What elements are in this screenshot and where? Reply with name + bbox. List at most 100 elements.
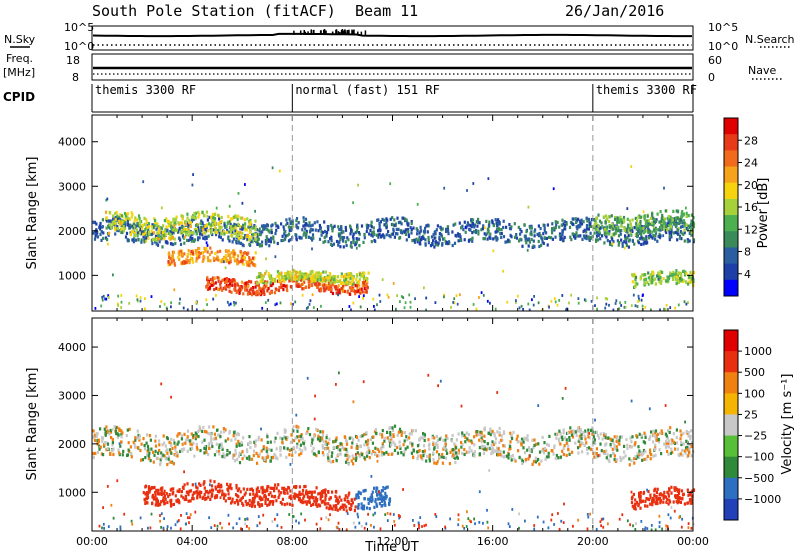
velocity-cell xyxy=(301,488,305,492)
power-cell xyxy=(357,231,360,235)
power-cell xyxy=(180,214,183,218)
velocity-cell xyxy=(690,445,693,449)
power-cell xyxy=(391,216,394,220)
power-cell xyxy=(99,221,102,226)
velocity-cell xyxy=(652,434,655,438)
power-cell xyxy=(112,214,115,218)
velocity-cell xyxy=(379,497,382,501)
velocity-cell xyxy=(210,484,214,488)
power-cell xyxy=(434,240,437,244)
velocity-cell xyxy=(386,436,389,440)
velocity-cell xyxy=(509,446,512,450)
velocity-cell xyxy=(510,455,513,459)
velocity-cell xyxy=(122,449,125,453)
power-cell xyxy=(211,219,214,223)
velocity-cell xyxy=(409,432,412,436)
velocity-cell xyxy=(322,439,325,443)
power-cell xyxy=(302,277,305,281)
power-cell xyxy=(200,219,203,223)
power-cell xyxy=(257,283,260,287)
velocity-cell xyxy=(422,454,425,458)
power-cell xyxy=(419,229,423,233)
velocity-cell xyxy=(343,435,346,439)
power-cell xyxy=(410,221,413,225)
power-noise-cell xyxy=(455,294,458,298)
velocity-cell xyxy=(164,444,167,448)
power-cell xyxy=(241,235,244,239)
power-cell xyxy=(223,232,226,236)
velocity-cell xyxy=(605,456,608,460)
power-cell xyxy=(145,236,148,240)
power-cell xyxy=(132,229,135,233)
power-cell xyxy=(409,225,412,230)
power-noise-cell xyxy=(139,299,142,303)
power-noise-cell xyxy=(577,297,580,300)
velocity-cell xyxy=(328,504,331,508)
power-cell xyxy=(651,236,654,240)
velocity-cell xyxy=(286,502,289,506)
power-cell xyxy=(595,234,599,238)
velocity-cell xyxy=(641,458,644,462)
power-cell xyxy=(153,217,156,221)
velocity-cell xyxy=(149,459,152,463)
power-cell xyxy=(672,231,675,235)
power-cell xyxy=(653,226,656,230)
power-cell xyxy=(620,238,623,242)
power-cell xyxy=(276,274,279,278)
power-noise-cell xyxy=(472,182,475,185)
power-cell xyxy=(132,240,135,244)
velocity-cell xyxy=(306,491,309,495)
power-cell xyxy=(134,216,137,220)
velocity-cell xyxy=(283,488,286,492)
velocity-cell xyxy=(352,437,355,441)
velocity-cell xyxy=(142,437,145,441)
velocity-cell xyxy=(452,447,455,452)
velocity-cell xyxy=(354,505,357,509)
velocity-cell xyxy=(626,446,629,451)
power-cell xyxy=(378,224,381,228)
power-cell xyxy=(250,287,253,291)
power-cell xyxy=(634,216,637,220)
power-cell xyxy=(272,235,275,239)
power-cell xyxy=(241,227,244,231)
velocity-cell xyxy=(363,443,366,447)
velocity-cell xyxy=(649,496,652,500)
power-cell xyxy=(240,252,243,256)
velocity-cell xyxy=(523,451,527,455)
power-noise-cell xyxy=(400,295,403,298)
power-cell xyxy=(263,292,266,296)
velocity-cell xyxy=(428,454,431,458)
power-cell xyxy=(123,220,126,224)
velocity-cell xyxy=(266,440,269,444)
velocity-cell xyxy=(685,429,688,434)
power-cell xyxy=(447,232,450,236)
power-noise-cell xyxy=(396,294,398,297)
velocity-cell xyxy=(611,447,614,451)
power-cell xyxy=(307,235,310,239)
power-noise-cell xyxy=(144,297,146,300)
power-cell xyxy=(185,260,188,265)
power-cell xyxy=(655,218,658,222)
velocity-cell xyxy=(300,433,303,437)
power-cell xyxy=(352,239,355,243)
power-cell xyxy=(307,280,310,284)
power-cell xyxy=(120,214,123,218)
velocity-cell xyxy=(250,457,254,461)
velocity-cell xyxy=(183,497,186,502)
power-cell xyxy=(328,275,331,280)
power-cell xyxy=(413,238,416,242)
power-noise-cell xyxy=(294,300,297,304)
velocity-cell xyxy=(511,454,515,458)
power-cell xyxy=(624,234,627,238)
power-cell xyxy=(361,274,364,278)
power-noise-cell xyxy=(626,207,629,210)
velocity-cell xyxy=(237,494,240,499)
power-cell xyxy=(624,236,627,240)
power-cell xyxy=(151,223,154,227)
velocity-cell xyxy=(444,442,447,446)
power-cell xyxy=(239,231,242,235)
power-cell xyxy=(238,287,241,291)
power-cell xyxy=(154,235,158,239)
velocity-cell xyxy=(321,446,324,450)
velocity-cell xyxy=(426,454,429,458)
